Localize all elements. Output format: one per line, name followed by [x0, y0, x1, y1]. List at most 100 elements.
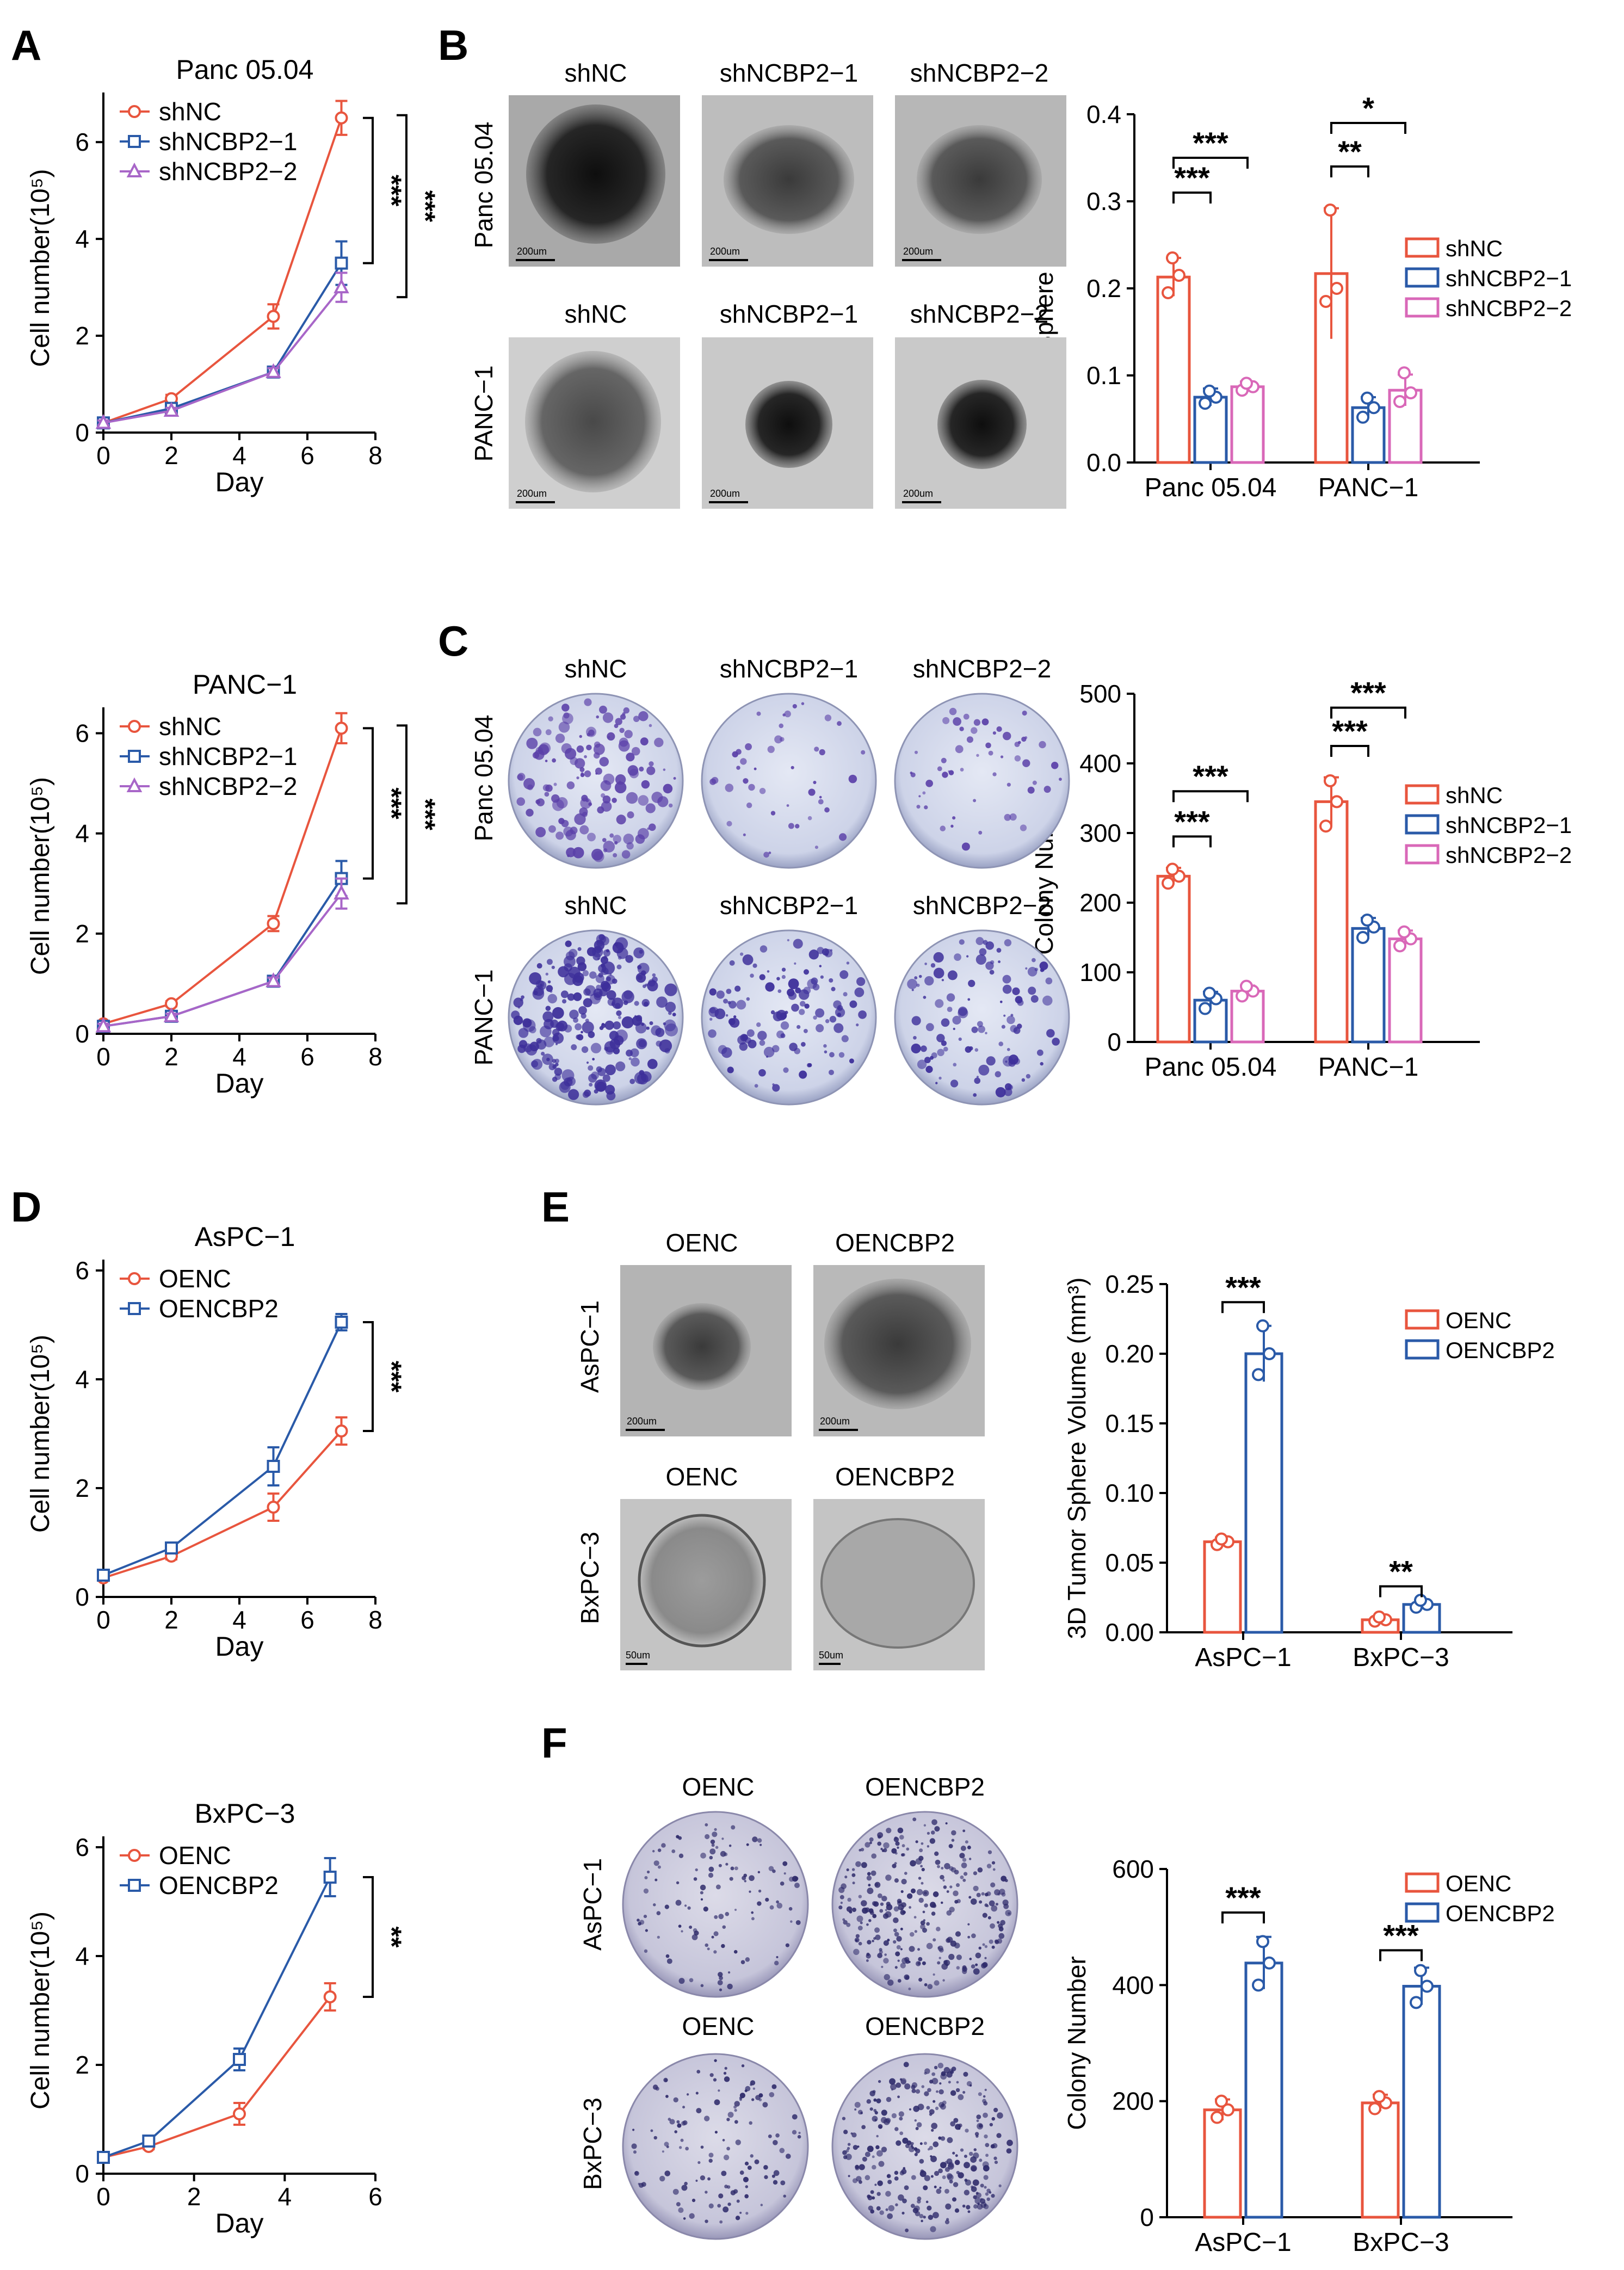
- colony: [813, 780, 817, 785]
- colony: [973, 2148, 977, 2151]
- colony: [579, 735, 582, 738]
- colony: [711, 776, 719, 784]
- colony: [713, 2078, 717, 2082]
- colony: [888, 2205, 895, 2212]
- colony: [876, 2098, 881, 2104]
- colony: [873, 2109, 877, 2112]
- colony: [885, 1909, 887, 1911]
- colony: [609, 833, 614, 838]
- colony: [871, 1853, 877, 1859]
- colony: [883, 1842, 890, 1849]
- legend-marker: [126, 162, 143, 177]
- colony: [780, 1882, 785, 1886]
- data-point: [1373, 2090, 1386, 2104]
- colony: [877, 2180, 883, 2186]
- colony: [991, 1945, 995, 1949]
- e-scale-label: 200um: [627, 1416, 657, 1427]
- data-point: [1319, 819, 1332, 833]
- colony: [992, 772, 997, 776]
- significance-label: ***: [410, 190, 441, 223]
- colony: [954, 2160, 960, 2166]
- colony: [668, 1011, 672, 1015]
- colony: [664, 1904, 669, 1909]
- colony: [781, 974, 786, 979]
- colony: [684, 2181, 688, 2186]
- c-col-label-shnc-row2: shNC: [564, 891, 627, 920]
- colony: [641, 780, 650, 789]
- colony: [1004, 1088, 1012, 1096]
- colony: [974, 1077, 981, 1084]
- colony: [931, 2077, 938, 2084]
- b-col-label-shnc-row2: shNC: [564, 300, 627, 328]
- colony: [574, 813, 586, 825]
- colony: [633, 715, 640, 723]
- colony: [682, 2106, 686, 2109]
- colony: [877, 1832, 884, 1839]
- colony: [773, 2170, 780, 2176]
- colony: [669, 2119, 675, 2125]
- colony: [1034, 967, 1038, 971]
- colony: [948, 1844, 953, 1848]
- colony: [1039, 961, 1048, 970]
- colony: [856, 1023, 859, 1027]
- y-tick-label: 2: [75, 322, 89, 350]
- colony: [726, 989, 732, 994]
- colony: [958, 1037, 962, 1041]
- significance-label: ***: [1174, 804, 1210, 838]
- colony: [652, 1850, 655, 1853]
- colony: [598, 934, 605, 941]
- f-dish-bxpc3-oenc: [622, 2053, 809, 2240]
- colony: [573, 992, 582, 1001]
- colony: [1001, 1025, 1005, 1029]
- colony: [976, 2119, 979, 2123]
- legend-marker: [128, 105, 141, 118]
- x-tick-label: 0: [96, 1606, 110, 1634]
- colony: [975, 1963, 978, 1966]
- colony: [937, 1048, 944, 1057]
- colony: [921, 1867, 925, 1872]
- colony: [833, 1000, 842, 1009]
- colony: [919, 2213, 924, 2218]
- colony: [918, 1877, 922, 1880]
- bar: [1156, 275, 1191, 464]
- colony: [734, 985, 741, 992]
- colony: [659, 1039, 672, 1052]
- colony: [1043, 786, 1051, 793]
- colony: [900, 1963, 906, 1969]
- colony: [946, 2218, 949, 2221]
- colony: [916, 983, 920, 987]
- colony: [681, 1930, 683, 1933]
- colony: [596, 715, 600, 719]
- legend-label: OENC: [159, 1841, 231, 1870]
- colony: [603, 841, 615, 853]
- legend-label: shNCBP2−2: [1446, 842, 1572, 868]
- colony: [878, 2161, 885, 2167]
- colony: [955, 2154, 958, 2157]
- colony: [792, 2114, 798, 2120]
- colony: [765, 982, 775, 992]
- colony: [953, 1063, 957, 1067]
- colony: [934, 1851, 939, 1856]
- legend-label: shNCBP2−2: [159, 157, 297, 186]
- colony: [586, 1061, 589, 1064]
- colony: [985, 2154, 989, 2157]
- colony: [609, 1031, 619, 1040]
- significance-label: ***: [376, 175, 407, 207]
- colony: [923, 996, 927, 999]
- colony: [803, 969, 810, 975]
- colony: [955, 1931, 961, 1937]
- colony: [894, 1852, 898, 1855]
- colony: [776, 977, 780, 980]
- colony: [880, 1902, 884, 1906]
- colony: [1003, 731, 1011, 741]
- colony: [700, 1853, 706, 1859]
- colony: [933, 1938, 936, 1942]
- colony: [900, 1853, 904, 1856]
- series-line: [103, 286, 343, 424]
- colony: [743, 778, 749, 784]
- colony: [992, 731, 996, 735]
- data-point: [334, 884, 349, 900]
- colony: [546, 959, 553, 965]
- colony: [933, 1891, 939, 1897]
